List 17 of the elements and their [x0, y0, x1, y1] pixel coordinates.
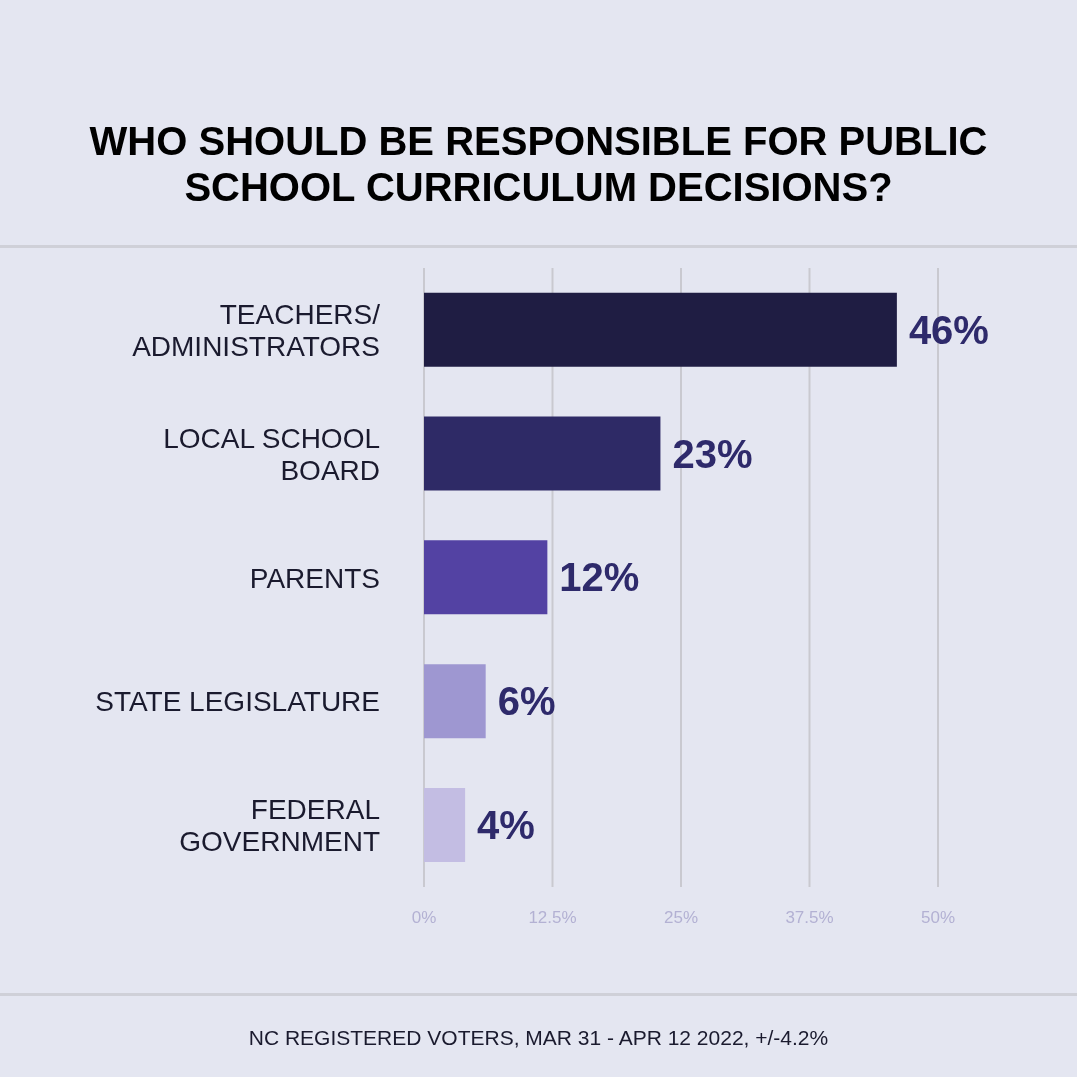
bar	[424, 540, 548, 615]
y-tick-label: STATE LEGISLATURE	[95, 685, 380, 717]
y-tick-label: LOCAL SCHOOL BOARD	[163, 422, 380, 486]
data-label: 12%	[559, 555, 640, 600]
bar	[424, 664, 486, 739]
data-label: 6%	[497, 679, 556, 724]
text: NC REGISTERED VOTERS, MAR 31 - APR 12 2022, +/-4.2%	[247, 1026, 830, 1050]
bar	[424, 416, 661, 491]
y-tick-label: TEACHERS/ ADMINISTRATORS	[132, 298, 381, 362]
bar	[424, 787, 466, 862]
y-tick-label: FEDERAL GOVERNMENT	[179, 793, 380, 857]
data-label: 4%	[477, 802, 535, 847]
chart-title: WHO SHOULD BE RESPONSIBLE FOR PUBLIC SCHOOL CURRICULUM DECISIONS?	[88, 118, 989, 210]
data-label: 46%	[908, 307, 989, 352]
bar	[424, 292, 897, 367]
data-label: 23%	[672, 431, 753, 476]
y-tick-label: PARENTS	[249, 562, 380, 593]
